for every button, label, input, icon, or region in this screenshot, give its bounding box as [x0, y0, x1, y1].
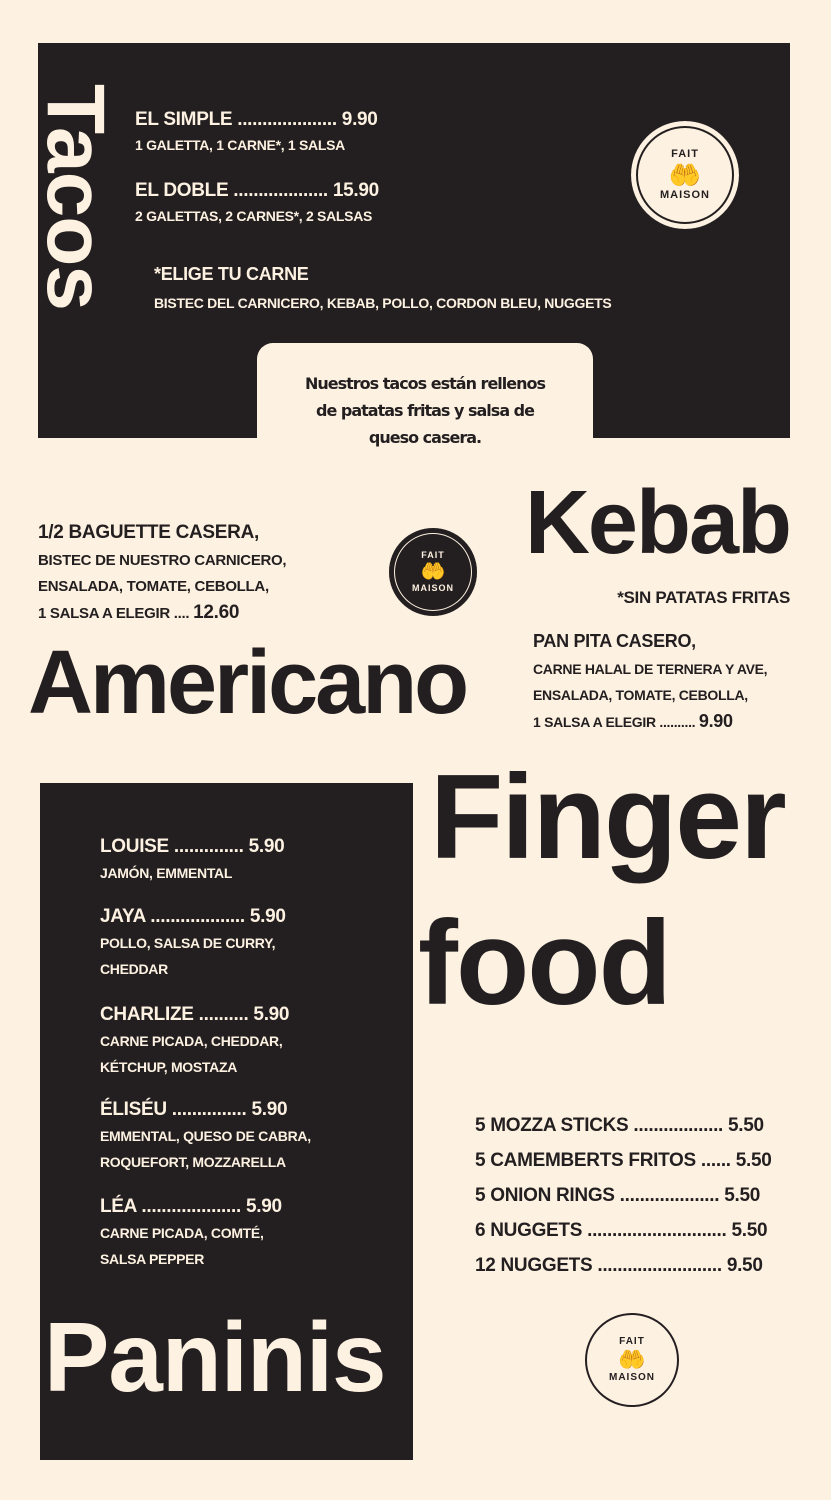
desc-line: 1/2 BAGUETTE CASERA, — [38, 522, 259, 543]
americano-title: Americano — [28, 633, 469, 733]
dots: .................... — [232, 109, 337, 130]
dots: .............. — [168, 836, 244, 857]
item-desc: 1 GALETTA, 1 CARNE*, 1 SALSA — [135, 136, 345, 153]
dots: ................... — [228, 180, 328, 201]
dots: .................... — [614, 1185, 720, 1206]
dots: ............... — [166, 1099, 247, 1120]
badge-top-text: FAIT — [619, 1336, 645, 1347]
taco-item-doble: EL DOBLE ................... 15.90 2 GAL… — [135, 180, 379, 225]
panini-item: ÉLISÉU ............... 5.90 EMMENTAL, QUE… — [100, 1099, 311, 1175]
item-price: 9.90 — [341, 109, 378, 130]
tacos-note: Nuestros tacos están rellenos de patatas… — [257, 370, 593, 451]
kebab-desc: PAN PITA CASERO, CARNE HALAL DE TERNERA … — [533, 626, 768, 735]
note-line: Nuestros tacos están rellenos — [304, 374, 546, 393]
choose-meat-list: BISTEC DEL CARNICERO, KEBAB, POLLO, CORD… — [154, 295, 612, 311]
item-price: 9.90 — [698, 711, 733, 731]
finger-food-item: 5 ONION RINGS .................... 5.50 — [475, 1185, 761, 1207]
dots: .................. — [628, 1115, 724, 1136]
item-name: LÉA — [100, 1196, 137, 1217]
item-desc: ROQUEFORT, MOZZARELLA — [100, 1153, 286, 1170]
desc-line: BISTEC DE NUESTRO CARNICERO, — [38, 552, 287, 569]
desc-line: 1 SALSA A ELEGIR .......... — [533, 714, 699, 730]
item-desc: JAMÓN, EMMENTAL — [100, 864, 233, 881]
item-price: 5.50 — [735, 1150, 772, 1171]
badge-bottom-text: MAISON — [412, 583, 454, 593]
hands-heart-icon: 🤲 — [420, 561, 446, 583]
item-desc: CARNE PICADA, CHEDDAR, — [100, 1032, 283, 1049]
paninis-title: Paninis — [44, 1302, 387, 1412]
badge-bottom-text: MAISON — [660, 189, 710, 201]
item-price: 5.90 — [253, 1004, 290, 1025]
paninis-panel — [40, 783, 413, 1460]
tacos-title: Tacos — [30, 84, 121, 310]
item-name: 5 CAMEMBERTS FRITOS — [475, 1150, 696, 1171]
note-line: queso casera. — [368, 428, 482, 447]
item-price: 5.90 — [248, 836, 285, 857]
item-price: 15.90 — [332, 180, 379, 201]
item-name: EL SIMPLE — [135, 109, 233, 130]
kebab-title: Kebab — [524, 473, 792, 573]
dots: ................... — [145, 906, 245, 927]
finger-food-title-2: food — [418, 896, 672, 1030]
item-desc: CARNE PICADA, COMTÉ, — [100, 1224, 264, 1241]
item-price: 5.50 — [731, 1220, 768, 1241]
desc-line: PAN PITA CASERO, — [533, 631, 696, 651]
panini-item: LOUISE .............. 5.90 JAMÓN, EMMENTA… — [100, 836, 285, 886]
badge-top-text: FAIT — [421, 550, 445, 560]
dots: .................... — [136, 1196, 241, 1217]
badge-bottom-text: MAISON — [609, 1372, 655, 1383]
item-desc: CHEDDAR — [100, 960, 168, 977]
americano-desc: 1/2 BAGUETTE CASERA, BISTEC DE NUESTRO C… — [38, 518, 287, 627]
dots: ............................ — [582, 1220, 727, 1241]
item-name: JAYA — [100, 906, 146, 927]
finger-food-item: 5 MOZZA STICKS .................. 5.50 — [475, 1115, 764, 1137]
hands-heart-icon: 🤲 — [618, 1347, 646, 1372]
finger-food-title-1: Finger — [430, 750, 787, 884]
dots: ......................... — [592, 1255, 722, 1276]
item-name: ÉLISÉU — [100, 1099, 167, 1120]
item-name: 5 ONION RINGS — [475, 1185, 615, 1206]
item-name: 12 NUGGETS — [475, 1255, 593, 1276]
item-price: 5.50 — [728, 1115, 764, 1136]
item-price: 5.50 — [724, 1185, 761, 1206]
desc-line: CARNE HALAL DE TERNERA Y AVE, — [533, 661, 768, 677]
item-desc: KÉTCHUP, MOSTAZA — [100, 1058, 238, 1075]
tacos-note-box — [257, 343, 593, 453]
item-price: 5.90 — [245, 1196, 282, 1217]
item-name: EL DOBLE — [135, 180, 229, 201]
finger-food-item: 5 CAMEMBERTS FRITOS ...... 5.50 — [475, 1150, 772, 1172]
note-line: de patatas fritas y salsa de — [316, 401, 535, 420]
item-desc: EMMENTAL, QUESO DE CABRA, — [100, 1127, 311, 1144]
item-name: LOUISE — [100, 836, 169, 857]
panini-item: JAYA ................... 5.90 POLLO, SALS… — [100, 906, 286, 982]
fait-maison-badge: FAIT 🤲 MAISON — [628, 118, 742, 232]
item-desc: SALSA PEPPER — [100, 1250, 205, 1267]
dots: .......... — [193, 1004, 249, 1025]
desc-line: ENSALADA, TOMATE, CEBOLLA, — [533, 687, 748, 703]
finger-food-item: 12 NUGGETS ......................... 9.5… — [475, 1255, 763, 1277]
item-name: 5 MOZZA STICKS — [475, 1115, 629, 1136]
finger-food-item: 6 NUGGETS ............................ 5… — [475, 1220, 768, 1242]
hands-heart-icon: 🤲 — [668, 160, 702, 190]
item-desc: 2 GALETTAS, 2 CARNES*, 2 SALSAS — [135, 207, 373, 224]
choose-meat-title: *ELIGE TU CARNE — [154, 264, 309, 284]
item-price: 9.50 — [726, 1255, 763, 1276]
item-price: 12.60 — [193, 602, 240, 623]
fait-maison-badge: FAIT 🤲 MAISON — [389, 528, 477, 616]
item-name: CHARLIZE — [100, 1004, 194, 1025]
item-price: 5.90 — [249, 906, 286, 927]
desc-line: 1 SALSA A ELEGIR .... — [38, 605, 194, 622]
panini-item: CHARLIZE .......... 5.90 CARNE PICADA, CH… — [100, 1004, 290, 1080]
item-desc: POLLO, SALSA DE CURRY, — [100, 934, 276, 951]
dots: ...... — [695, 1150, 731, 1171]
item-price: 5.90 — [251, 1099, 288, 1120]
item-name: 6 NUGGETS — [475, 1220, 583, 1241]
panini-item: LÉA .................... 5.90 CARNE PICAD… — [100, 1196, 282, 1272]
taco-item-simple: EL SIMPLE .................... 9.90 1 GA… — [135, 109, 378, 154]
fait-maison-badge: FAIT 🤲 MAISON — [585, 1313, 679, 1407]
desc-line: ENSALADA, TOMATE, CEBOLLA, — [38, 578, 269, 595]
badge-top-text: FAIT — [671, 148, 699, 160]
kebab-note: *SIN PATATAS FRITAS — [617, 588, 790, 607]
